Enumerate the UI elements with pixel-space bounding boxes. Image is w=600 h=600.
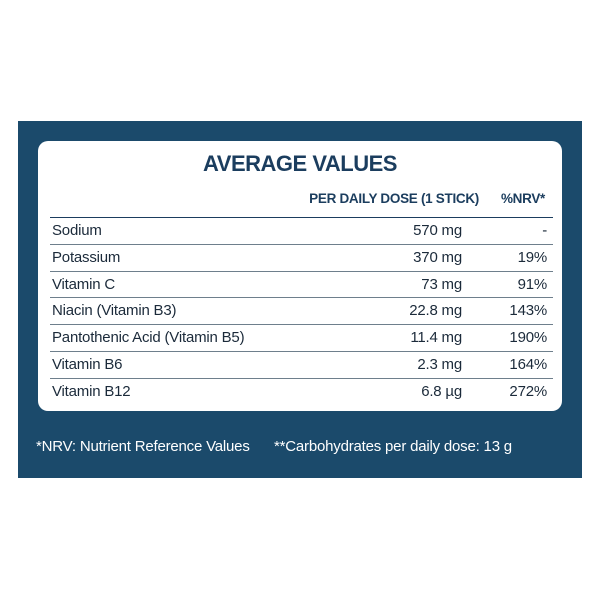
nrv-value: 164% — [509, 356, 547, 373]
dose-value: 2.3 mg — [417, 356, 462, 373]
nutrient-name: Pantothenic Acid (Vitamin B5) — [52, 329, 245, 347]
nutrient-name: Vitamin B6 — [52, 356, 123, 373]
dose-value: 370 mg — [413, 248, 462, 266]
nutrient-name: Sodium — [52, 222, 102, 239]
table-row: Sodium 570 mg - — [50, 217, 553, 245]
info-panel: AVERAGE VALUES PER DAILY DOSE (1 STICK) … — [18, 121, 582, 478]
nrv-value: 272% — [509, 382, 547, 400]
nutrient-name: Vitamin B12 — [52, 382, 131, 400]
nrv-value: 143% — [509, 302, 547, 320]
column-header: PER DAILY DOSE (1 STICK) — [309, 191, 479, 206]
nutrition-card: AVERAGE VALUES PER DAILY DOSE (1 STICK) … — [38, 141, 562, 411]
table-row: Vitamin B12 6.8 µg 272% — [50, 377, 553, 406]
table-row: Vitamin C 73 mg 91% — [50, 270, 553, 299]
column-header: %NRV* — [500, 191, 545, 206]
nrv-value: - — [542, 222, 547, 239]
nrv-value: 190% — [509, 329, 547, 347]
table-row: Potassium 370 mg 19% — [50, 243, 553, 272]
footnote: *NRV: Nutrient Reference Values — [36, 438, 250, 455]
nutrient-name: Niacin (Vitamin B3) — [52, 302, 177, 320]
nutrient-name: Potassium — [52, 248, 121, 266]
nutrient-name: Vitamin C — [52, 275, 115, 293]
dose-value: 22.8 mg — [409, 302, 462, 320]
nrv-value: 91% — [517, 275, 548, 293]
table-title: AVERAGE VALUES — [203, 151, 397, 176]
table-row: Pantothenic Acid (Vitamin B5) 11.4 mg 190% — [50, 324, 553, 352]
nrv-value: 19% — [517, 248, 548, 266]
dose-value: 570 mg — [413, 222, 462, 239]
table-row: Vitamin B6 2.3 mg 164% — [50, 351, 553, 379]
footnote: **Carbohydrates per daily dose: 13 g — [274, 438, 512, 455]
dose-value: 6.8 µg — [421, 382, 462, 400]
dose-value: 11.4 mg — [410, 329, 462, 347]
dose-value: 73 mg — [421, 275, 462, 293]
table-row: Niacin (Vitamin B3) 22.8 mg 143% — [50, 297, 553, 325]
